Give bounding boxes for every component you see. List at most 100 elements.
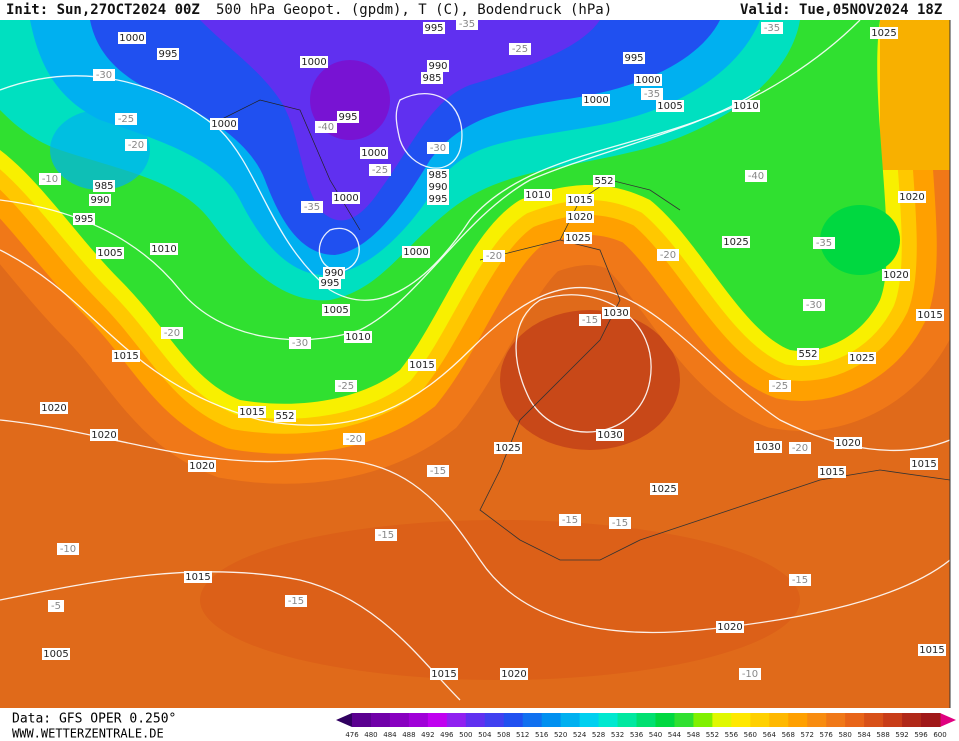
colorbar-label: 508 — [497, 731, 510, 739]
colorbar-cell — [750, 713, 770, 727]
pressure-label: 1015 — [917, 310, 942, 321]
label-box — [343, 433, 365, 445]
label-box — [161, 327, 183, 339]
colorbar-cell — [693, 713, 713, 727]
pressure-label: 1020 — [41, 403, 66, 414]
label-box — [494, 442, 522, 454]
label-box — [40, 402, 68, 414]
pressure-label: 1025 — [565, 233, 590, 244]
temperature-label: -15 — [430, 466, 446, 477]
colorbar: 476 480 484 488 492 496 500 504 508 512 516 520 524 5… — [345, 713, 947, 739]
colorbar-label: 500 — [459, 731, 472, 739]
label-box — [96, 247, 124, 259]
label-box — [918, 644, 946, 656]
pressure-label: 1015 — [431, 669, 456, 680]
temperature-label: -15 — [612, 518, 628, 529]
temperature-label: -15 — [288, 596, 304, 607]
pressure-label: 995 — [74, 214, 93, 225]
label-box — [89, 194, 111, 206]
colorbar-label: 536 — [630, 731, 644, 739]
label-box — [789, 442, 811, 454]
label-box — [238, 406, 266, 418]
colorbar-cell — [465, 713, 486, 727]
label-box — [427, 169, 449, 181]
colorbar-cell — [655, 713, 675, 727]
label-box — [722, 236, 750, 248]
colorbar-cell — [503, 713, 524, 727]
temperature-label: -20 — [128, 140, 144, 151]
pressure-label: 1000 — [403, 247, 428, 258]
label-box — [427, 181, 449, 193]
colorbar-cell — [579, 713, 600, 727]
colorbar-label: 528 — [592, 731, 605, 739]
header-bar — [0, 0, 959, 20]
label-box — [90, 429, 118, 441]
colorbar-cell — [484, 713, 505, 727]
colorbar-cell — [352, 713, 372, 727]
pressure-label: 1015 — [185, 572, 210, 583]
label-box — [319, 277, 341, 289]
colorbar-cell — [845, 713, 865, 727]
colorbar-cell — [864, 713, 884, 727]
temperature-label: -20 — [486, 251, 502, 262]
colorbar-cell — [731, 713, 751, 727]
colorbar-cell — [807, 713, 827, 727]
label-box — [184, 571, 212, 583]
temperature-label: -25 — [118, 114, 134, 125]
pressure-label: 990 — [90, 195, 109, 206]
label-box — [559, 514, 581, 526]
pressure-label: 995 — [158, 49, 177, 60]
label-box — [650, 483, 678, 495]
colorbar-label: 504 — [478, 731, 492, 739]
label-box — [789, 574, 811, 586]
label-box — [315, 121, 337, 133]
colorbar-label: 540 — [649, 731, 662, 739]
pressure-label: 1025 — [723, 237, 748, 248]
pressure-label: 1005 — [657, 101, 682, 112]
label-box — [609, 517, 631, 529]
colorbar-cell — [636, 713, 656, 727]
colorbar-cell — [560, 713, 581, 727]
temperature-label: -15 — [582, 315, 598, 326]
label-box — [596, 429, 624, 441]
temperature-label: -20 — [164, 328, 180, 339]
valid-time: Valid: Tue,05NOV2024 18Z — [740, 2, 942, 18]
pressure-label: 1000 — [333, 193, 358, 204]
pressure-label: 1015 — [409, 360, 434, 371]
pressure-label: 1020 — [899, 192, 924, 203]
map-title: 500 hPa Geopot. (gpdm), T (C), Bodendruc… — [216, 2, 612, 18]
label-box — [848, 352, 876, 364]
pressure-label: 985 — [422, 73, 441, 84]
label-box — [834, 437, 862, 449]
colorbar-label: 548 — [687, 731, 700, 739]
colorbar-cell — [826, 713, 846, 727]
label-box — [593, 175, 615, 187]
label-box — [745, 170, 767, 182]
label-box — [115, 113, 137, 125]
temperature-label: -20 — [660, 250, 676, 261]
colorbar-cell — [427, 713, 448, 727]
colorbar-cell — [408, 713, 429, 727]
colorbar-label: 580 — [838, 731, 851, 739]
colorbar-label: 584 — [857, 731, 871, 739]
pressure-label: 995 — [428, 194, 447, 205]
label-box — [332, 192, 360, 204]
colorbar-label: 476 — [345, 731, 359, 739]
pressure-label: 985 — [428, 170, 447, 181]
label-box — [210, 118, 238, 130]
colorbar-cell — [769, 713, 789, 727]
label-box — [716, 621, 744, 633]
colorbar-low-arrow — [336, 713, 352, 727]
pressure-label: 1015 — [911, 459, 936, 470]
colorbar-cell — [902, 713, 922, 727]
colorbar-label: 532 — [611, 731, 624, 739]
pressure-label: 1015 — [567, 195, 592, 206]
colorbar-label: 564 — [763, 731, 777, 739]
label-box — [483, 250, 505, 262]
temperature-label: -35 — [304, 202, 320, 213]
pressure-label: 1000 — [301, 57, 326, 68]
label-box — [73, 213, 95, 225]
label-box — [623, 52, 645, 64]
colorbar-cell — [446, 713, 467, 727]
pressure-label: 1030 — [755, 442, 780, 453]
